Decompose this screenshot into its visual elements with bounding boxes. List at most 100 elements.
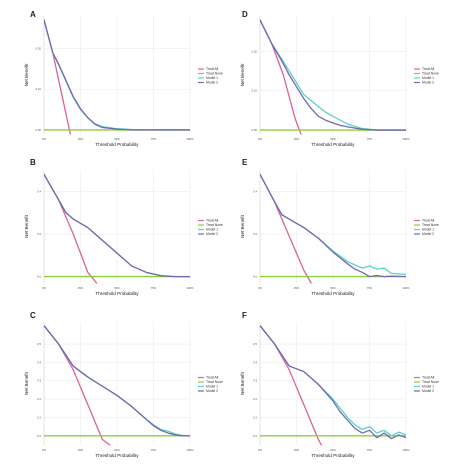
legend-label-model-2: Model 2 <box>422 389 434 393</box>
panel-e: E 0% 25% 50% 75% 100% 0.0 0.2 0.4 Threshold Proba… <box>240 158 439 296</box>
legend-label-model-1: Model 1 <box>206 228 218 232</box>
y-axis-label: Net Benefit <box>240 214 245 237</box>
legend-label-treat-all: Treat All <box>422 219 435 223</box>
x-tick-label: 0% <box>42 286 47 290</box>
panel-letter: D <box>242 10 248 19</box>
y-tick-label: 0.10 <box>252 89 258 93</box>
x-tick-label: 25% <box>294 448 300 452</box>
y-tick-label: 0.20 <box>36 47 42 51</box>
legend-label-model-2: Model 2 <box>206 389 218 393</box>
y-tick-label: 0.4 <box>253 189 257 193</box>
panel-b: B 0% 25% 50% 75% 100% 0.0 0.2 0.4 Threshold Proba… <box>24 158 223 296</box>
legend-label-treat-none: Treat None <box>422 380 439 384</box>
series-line-model-2 <box>260 19 406 131</box>
x-axis-label: Threshold Probability <box>311 142 355 147</box>
x-tick-label: 100% <box>186 448 194 452</box>
y-axis-label: Net Benefit <box>24 371 29 394</box>
y-tick-label: 0.3 <box>253 379 257 383</box>
x-tick-label: 75% <box>367 137 373 141</box>
y-tick-label: 0.0 <box>253 434 257 438</box>
x-tick-label: 75% <box>367 286 373 290</box>
y-tick-label: 0.0 <box>37 275 41 279</box>
legend-label-treat-none: Treat None <box>422 223 439 227</box>
panel-a: A 0% 25% 50% 75% 100% 0.00 0.10 0.20 Threshold Pr… <box>24 10 223 147</box>
x-axis-label: Threshold Probability <box>95 453 139 458</box>
x-tick-label: 25% <box>78 286 84 290</box>
legend-label-treat-none: Treat None <box>422 72 439 76</box>
y-tick-label: 0.0 <box>253 275 257 279</box>
y-tick-label: 0.1 <box>37 415 41 419</box>
legend-label-treat-none: Treat None <box>206 72 223 76</box>
legend-label-treat-all: Treat All <box>422 376 435 380</box>
y-tick-label: 0.00 <box>252 128 258 132</box>
series-line-model-2 <box>44 325 190 437</box>
y-tick-label: 0.4 <box>37 360 41 364</box>
y-axis-label: Net Benefit <box>240 371 245 394</box>
y-tick-label: 0.2 <box>253 397 257 401</box>
series-line-model-2 <box>260 325 406 440</box>
x-tick-label: 75% <box>151 137 157 141</box>
y-tick-label: 0.2 <box>37 397 41 401</box>
series-line-model-1 <box>260 19 406 131</box>
x-tick-label: 25% <box>78 137 84 141</box>
x-tick-label: 0% <box>42 448 47 452</box>
panel-c: C 0% 25% 50% 75% 100% 0.0 0.1 0.2 0.3 0.4 0.5 Thresh… <box>24 311 223 458</box>
legend-label-model-2: Model 2 <box>422 232 434 236</box>
x-tick-label: 100% <box>402 448 410 452</box>
legend-label-model-2: Model 2 <box>206 81 218 85</box>
legend-label-treat-all: Treat All <box>206 376 219 380</box>
x-tick-label: 50% <box>330 137 336 141</box>
legend-label-model-1: Model 1 <box>422 385 434 389</box>
legend-label-model-1: Model 1 <box>422 228 434 232</box>
y-tick-label: 0.4 <box>37 189 41 193</box>
legend-label-treat-all: Treat All <box>422 67 435 71</box>
x-tick-label: 50% <box>114 448 120 452</box>
y-tick-label: 0.10 <box>36 87 42 91</box>
y-axis-label: Net Benefit <box>240 63 245 86</box>
y-axis-label: Net Benefit <box>24 214 29 237</box>
x-tick-label: 0% <box>258 448 263 452</box>
legend-label-model-1: Model 1 <box>206 385 218 389</box>
legend-label-model-2: Model 2 <box>206 232 218 236</box>
y-tick-label: 0.2 <box>253 232 257 236</box>
series-line-model-2 <box>260 173 406 278</box>
series-line-model-2 <box>44 19 190 131</box>
x-axis-label: Threshold Probability <box>95 291 139 296</box>
x-tick-label: 50% <box>330 286 336 290</box>
x-tick-label: 25% <box>294 286 300 290</box>
x-tick-label: 100% <box>186 137 194 141</box>
y-tick-label: 0.5 <box>37 342 41 346</box>
panel-letter: F <box>242 311 247 320</box>
x-tick-label: 75% <box>367 448 373 452</box>
x-tick-label: 25% <box>78 448 84 452</box>
y-tick-label: 0.3 <box>37 379 41 383</box>
panel-letter: B <box>30 158 36 167</box>
x-tick-label: 25% <box>294 137 300 141</box>
x-tick-label: 0% <box>258 137 263 141</box>
y-tick-label: 0.20 <box>252 49 258 53</box>
panel-d: D 0% 25% 50% 75% 100% 0.00 0.10 0.20 Threshold Pr… <box>240 10 439 147</box>
x-tick-label: 50% <box>114 137 120 141</box>
y-tick-label: 0.5 <box>253 342 257 346</box>
y-tick-label: 0.2 <box>37 232 41 236</box>
panel-letter: C <box>30 311 36 320</box>
legend-label-model-1: Model 1 <box>422 76 434 80</box>
panel-letter: A <box>30 10 36 19</box>
x-axis-label: Threshold Probability <box>311 453 355 458</box>
y-tick-label: 0.00 <box>36 128 42 132</box>
legend-label-treat-none: Treat None <box>206 380 223 384</box>
x-tick-label: 100% <box>402 286 410 290</box>
legend-label-treat-all: Treat All <box>206 219 219 223</box>
y-axis-label: Net Benefit <box>24 63 29 86</box>
y-tick-label: 0.0 <box>37 434 41 438</box>
y-tick-label: 0.4 <box>253 360 257 364</box>
legend-label-model-1: Model 1 <box>206 76 218 80</box>
x-tick-label: 75% <box>151 448 157 452</box>
x-tick-label: 0% <box>258 286 263 290</box>
x-tick-label: 50% <box>114 286 120 290</box>
legend-label-treat-all: Treat All <box>206 67 219 71</box>
panel-f: F 0% 25% 50% 75% 100% 0.0 0.1 0.2 0.3 0.4 0.5 Thresh… <box>240 311 439 458</box>
panel-letter: E <box>242 158 248 167</box>
x-tick-label: 100% <box>402 137 410 141</box>
